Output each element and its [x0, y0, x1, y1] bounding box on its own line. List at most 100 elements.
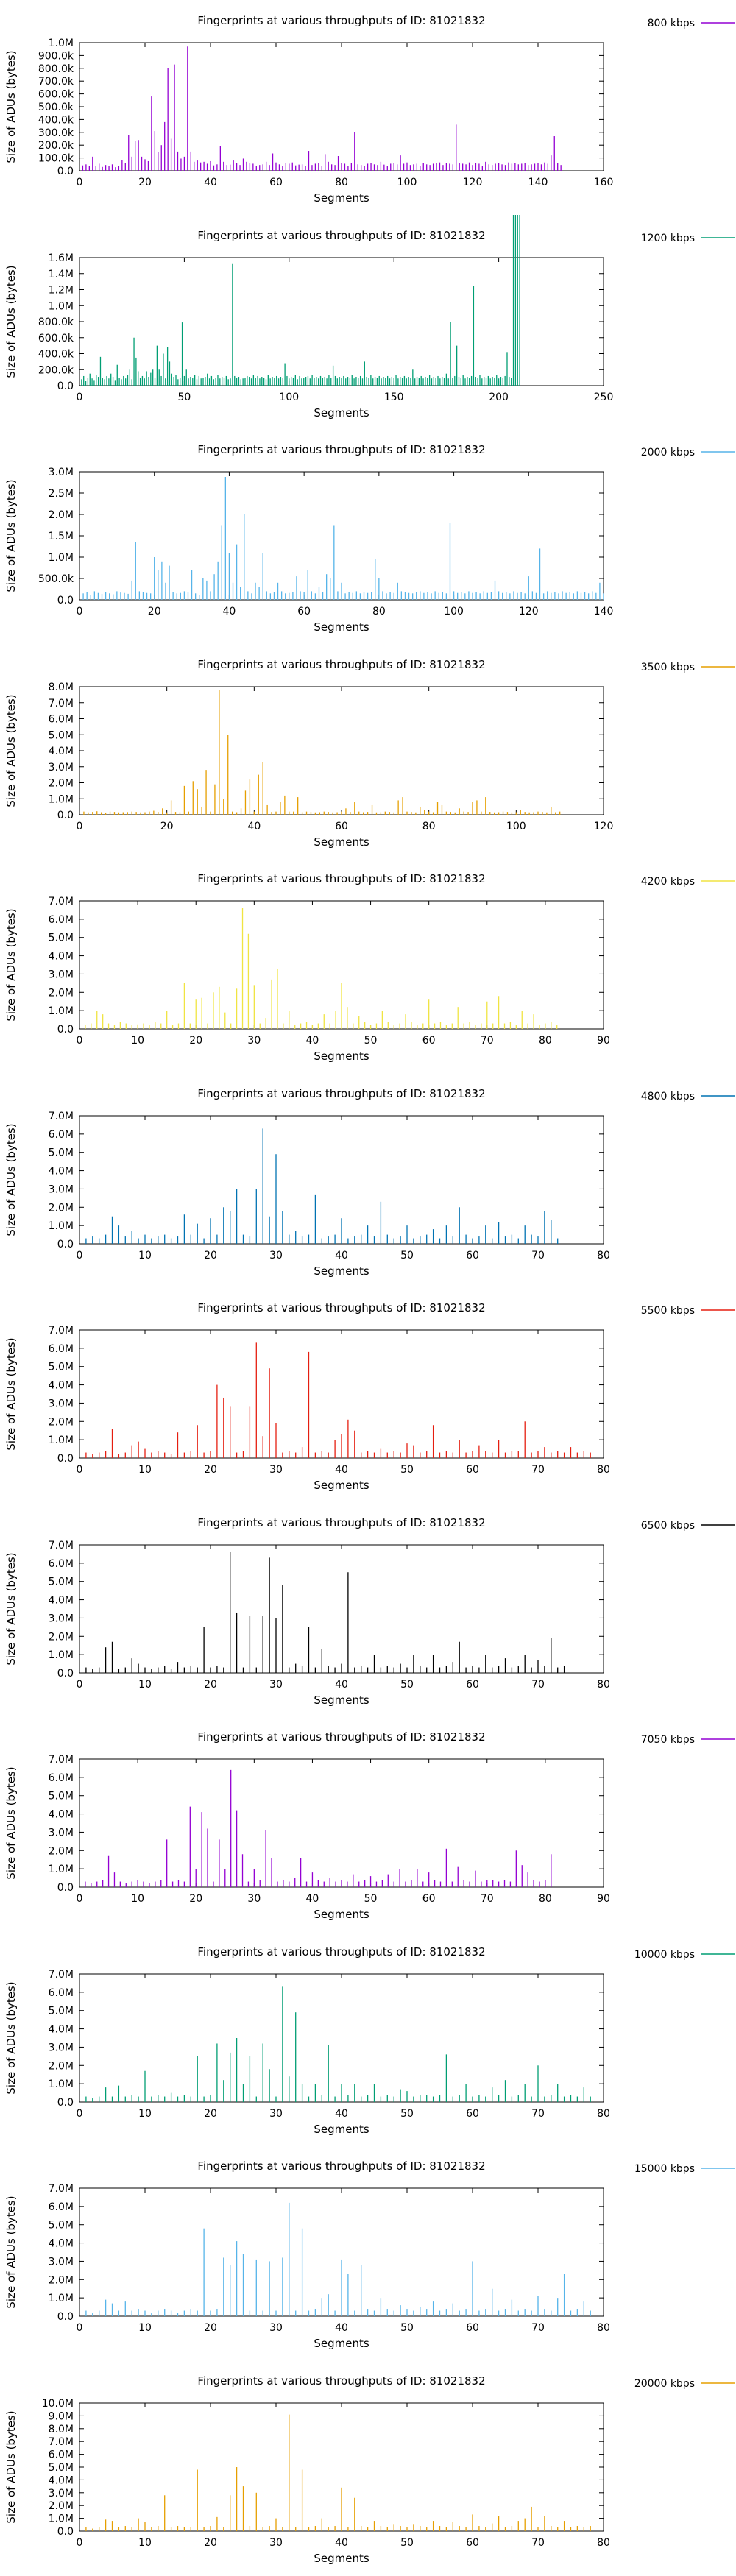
- y-tick-label: 300.0k: [38, 127, 74, 139]
- y-tick-label: 1.6M: [49, 252, 74, 264]
- y-tick-label: 2.0M: [49, 1202, 74, 1214]
- plot-area: [79, 1758, 604, 1888]
- x-tick-label: 60: [466, 1464, 479, 1476]
- y-tick-label: 6.0M: [49, 1772, 74, 1784]
- y-tick-label: 3.0M: [49, 467, 74, 478]
- y-tick-label: 0.0: [57, 381, 74, 392]
- y-tick-label: 5.0M: [49, 1577, 74, 1588]
- y-tick-label: 4.0M: [49, 1595, 74, 1607]
- x-tick-label: 90: [597, 1035, 610, 1047]
- legend-label: 15000 kbps: [634, 2163, 695, 2175]
- series-bars: [85, 1986, 591, 2102]
- chart-title: Fingerprints at various throughputs of I…: [197, 1730, 485, 1744]
- plot-border: [79, 1973, 604, 2103]
- x-tick-label: 140: [528, 177, 548, 188]
- y-axis-label: Size of ADUs (bytes): [4, 1981, 18, 2094]
- x-tick-label: 50: [400, 2108, 414, 2120]
- series-bars: [85, 2414, 591, 2531]
- x-tick-label: 70: [531, 2322, 545, 2334]
- chart-title: Fingerprints at various throughputs of I…: [197, 1516, 485, 1529]
- x-axis-label: Segments: [314, 406, 369, 420]
- x-tick-label: 40: [335, 1464, 348, 1476]
- x-tick-label: 40: [335, 2537, 348, 2549]
- x-tick-label: 30: [247, 1893, 261, 1905]
- x-axis: 0 10 20 30 40 50 60 70 80: [77, 1330, 610, 1476]
- x-tick-label: 70: [531, 1464, 545, 1476]
- plot-border: [79, 1544, 604, 1674]
- x-axis: 0 10 20 30 40 50 60 70 80 90: [77, 901, 610, 1047]
- y-tick-label: 7.0M: [49, 1540, 74, 1551]
- x-tick-label: 0: [77, 177, 83, 188]
- x-tick-label: 90: [597, 1893, 610, 1905]
- y-axis-label: Size of ADUs (bytes): [4, 694, 18, 807]
- y-tick-label: 200.0k: [38, 140, 74, 152]
- chart-title: Fingerprints at various throughputs of I…: [197, 14, 485, 27]
- y-tick-label: 5.0M: [49, 2220, 74, 2232]
- legend: 4800 kbps: [641, 1091, 735, 1103]
- x-tick-label: 10: [138, 2108, 152, 2120]
- x-tick-label: 30: [269, 2322, 283, 2334]
- series-bars: [82, 46, 562, 171]
- legend-label: 1200 kbps: [641, 233, 695, 244]
- y-tick-label: 3.0M: [49, 969, 74, 980]
- y-tick-label: 3.0M: [49, 2042, 74, 2053]
- x-tick-label: 0: [77, 2322, 83, 2334]
- x-tick-label: 70: [531, 2537, 545, 2549]
- x-tick-label: 70: [531, 1679, 545, 1691]
- y-axis-label: Size of ADUs (bytes): [4, 479, 18, 592]
- legend-label: 800 kbps: [648, 18, 695, 29]
- x-tick-label: 60: [297, 606, 311, 618]
- y-tick-label: 3.0M: [49, 1183, 74, 1195]
- x-tick-label: 0: [77, 2108, 83, 2120]
- x-tick-label: 60: [466, 1250, 479, 1262]
- x-tick-label: 40: [306, 1893, 319, 1905]
- series-bars: [85, 1551, 565, 1673]
- plot-border: [79, 257, 604, 386]
- chart-title: Fingerprints at various throughputs of I…: [197, 229, 485, 242]
- y-tick-label: 0.0: [57, 2526, 74, 2538]
- y-tick-label: 1.2M: [49, 285, 74, 297]
- y-tick-label: 7.0M: [49, 2436, 74, 2448]
- series-bars: [85, 1342, 591, 1458]
- chart-3: Fingerprints at various throughputs of I…: [4, 443, 735, 634]
- y-tick-label: 2.0M: [49, 509, 74, 521]
- y-axis-label: Size of ADUs (bytes): [4, 1337, 18, 1450]
- x-tick-label: 60: [466, 2108, 479, 2120]
- x-tick-label: 10: [138, 1679, 152, 1691]
- y-tick-label: 2.0M: [49, 778, 74, 790]
- x-axis-label: Segments: [314, 1264, 369, 1278]
- x-tick-label: 0: [77, 606, 83, 618]
- y-tick-label: 200.0k: [38, 364, 74, 376]
- y-tick-label: 1.4M: [49, 269, 74, 280]
- x-tick-label: 50: [400, 1250, 414, 1262]
- x-axis-label: Segments: [314, 1908, 369, 1921]
- x-tick-label: 0: [77, 2537, 83, 2549]
- legend-label: 2000 kbps: [641, 447, 695, 459]
- chart-title: Fingerprints at various throughputs of I…: [197, 1301, 485, 1314]
- y-tick-label: 7.0M: [49, 1969, 74, 1981]
- y-tick-label: 1.0M: [49, 2078, 74, 2090]
- x-tick-label: 0: [77, 821, 83, 832]
- chart-8: Fingerprints at various throughputs of I…: [4, 1516, 735, 1707]
- y-axis-label: Size of ADUs (bytes): [4, 908, 18, 1021]
- y-tick-label: 0.0: [57, 1453, 74, 1465]
- x-axis: 0 20 40 60 80 100 120 140 160: [77, 43, 613, 188]
- y-axis: 0.0100.0k200.0k300.0k400.0k500.0k600.0k7…: [38, 38, 604, 177]
- x-axis-label: Segments: [314, 2123, 369, 2136]
- chart-title: Fingerprints at various throughputs of I…: [197, 2159, 485, 2173]
- y-axis-label: Size of ADUs (bytes): [4, 1123, 18, 1236]
- x-axis: 0 10 20 30 40 50 60 70 80: [77, 1545, 610, 1691]
- x-tick-label: 30: [269, 2537, 283, 2549]
- y-tick-label: 700.0k: [38, 76, 74, 88]
- y-tick-label: 400.0k: [38, 349, 74, 361]
- y-tick-label: 4.0M: [49, 746, 74, 757]
- y-tick-label: 5.0M: [49, 729, 74, 741]
- legend: 5500 kbps: [641, 1305, 735, 1317]
- y-tick-label: 0.0: [57, 2311, 74, 2323]
- x-tick-label: 40: [223, 606, 236, 618]
- x-tick-label: 80: [597, 2537, 610, 2549]
- x-tick-label: 80: [597, 1464, 610, 1476]
- legend: 6500 kbps: [641, 1520, 735, 1532]
- y-tick-label: 0.0: [57, 166, 74, 177]
